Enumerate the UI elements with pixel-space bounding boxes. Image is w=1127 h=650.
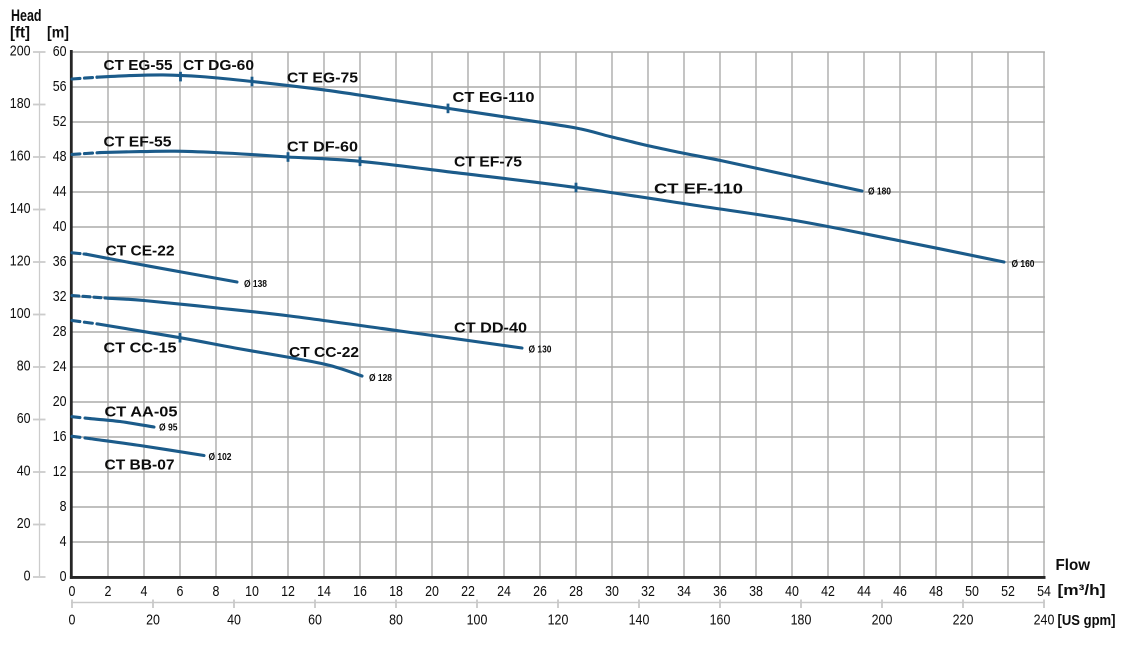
svg-text:240: 240 [1034,612,1055,629]
svg-text:Ø 160: Ø 160 [1012,258,1035,270]
svg-text:12: 12 [281,583,295,600]
svg-text:50: 50 [965,583,979,600]
svg-text:140: 140 [629,612,650,629]
svg-text:10: 10 [245,583,259,600]
svg-text:100: 100 [10,305,31,322]
svg-text:32: 32 [53,288,67,305]
svg-text:18: 18 [389,583,403,600]
svg-text:8: 8 [60,498,67,515]
svg-text:0: 0 [24,568,31,585]
svg-text:CT EF-55: CT EF-55 [104,133,172,150]
svg-text:160: 160 [710,612,731,629]
svg-text:2: 2 [105,583,112,600]
svg-text:16: 16 [353,583,367,600]
svg-text:24: 24 [497,583,511,600]
svg-text:20: 20 [53,393,67,410]
svg-text:52: 52 [1001,583,1015,600]
svg-text:22: 22 [461,583,475,600]
svg-text:14: 14 [317,583,331,600]
svg-text:220: 220 [953,612,974,629]
svg-text:36: 36 [713,583,727,600]
svg-text:CT CC-15: CT CC-15 [104,340,177,357]
svg-text:46: 46 [893,583,907,600]
svg-text:CT EF-75: CT EF-75 [454,153,522,170]
svg-text:Ø 130: Ø 130 [529,344,552,356]
svg-text:4: 4 [60,533,67,550]
svg-text:100: 100 [467,612,488,629]
svg-text:CT DD-40: CT DD-40 [454,320,527,337]
svg-text:CT EG-75: CT EG-75 [287,69,358,86]
svg-text:140: 140 [10,200,31,217]
svg-text:56: 56 [53,78,67,95]
svg-text:8: 8 [213,583,220,600]
svg-text:120: 120 [548,612,569,629]
svg-text:CT BB-07: CT BB-07 [105,457,175,474]
svg-text:CT DF-60: CT DF-60 [287,138,358,155]
svg-text:24: 24 [53,358,67,375]
svg-text:60: 60 [53,43,67,60]
svg-text:Ø 95: Ø 95 [159,422,178,434]
svg-text:52: 52 [53,113,67,130]
svg-text:Head: Head [11,6,42,25]
svg-text:28: 28 [569,583,583,600]
svg-text:[m]: [m] [47,25,69,42]
svg-text:48: 48 [53,148,67,165]
svg-text:60: 60 [17,410,31,427]
svg-text:CT EG-55: CT EG-55 [104,57,173,74]
svg-text:200: 200 [872,612,893,629]
svg-text:40: 40 [785,583,799,600]
svg-text:0: 0 [60,568,67,585]
svg-text:[US gpm]: [US gpm] [1058,612,1116,629]
svg-text:40: 40 [227,612,241,629]
svg-text:6: 6 [177,583,184,600]
svg-text:20: 20 [17,515,31,532]
svg-text:26: 26 [533,583,547,600]
svg-text:54: 54 [1037,583,1051,600]
svg-text:30: 30 [605,583,619,600]
svg-text:0: 0 [69,583,76,600]
svg-text:CT EG-110: CT EG-110 [453,89,535,106]
svg-text:4: 4 [141,583,148,600]
svg-text:CT EF-110: CT EF-110 [654,180,743,197]
svg-text:38: 38 [749,583,763,600]
svg-text:Ø 138: Ø 138 [244,278,267,290]
svg-text:80: 80 [17,358,31,375]
svg-text:40: 40 [17,463,31,480]
svg-text:16: 16 [53,428,67,445]
svg-text:60: 60 [308,612,322,629]
svg-text:180: 180 [10,95,31,112]
svg-text:CT AA-05: CT AA-05 [105,403,178,420]
svg-text:20: 20 [146,612,160,629]
svg-text:Ø 128: Ø 128 [369,372,392,384]
svg-text:120: 120 [10,253,31,270]
svg-text:42: 42 [821,583,835,600]
svg-text:Flow: Flow [1056,557,1091,574]
svg-text:CT CE-22: CT CE-22 [106,243,175,260]
svg-text:Ø 102: Ø 102 [209,451,232,463]
svg-text:44: 44 [53,183,67,200]
svg-text:CT CC-22: CT CC-22 [289,344,359,361]
svg-text:180: 180 [791,612,812,629]
svg-text:80: 80 [389,612,403,629]
svg-text:32: 32 [641,583,655,600]
svg-text:20: 20 [425,583,439,600]
svg-text:CT DG-60: CT DG-60 [183,57,254,74]
svg-text:44: 44 [857,583,871,600]
svg-text:36: 36 [53,253,67,270]
svg-text:28: 28 [53,323,67,340]
svg-text:40: 40 [53,218,67,235]
svg-text:34: 34 [677,583,691,600]
svg-text:160: 160 [10,148,31,165]
svg-text:12: 12 [53,463,67,480]
svg-text:[m³/h]: [m³/h] [1058,582,1106,599]
svg-text:0: 0 [69,612,76,629]
svg-text:48: 48 [929,583,943,600]
svg-text:Ø 180: Ø 180 [868,186,891,198]
svg-text:200: 200 [10,43,31,60]
svg-text:[ft]: [ft] [10,25,30,42]
